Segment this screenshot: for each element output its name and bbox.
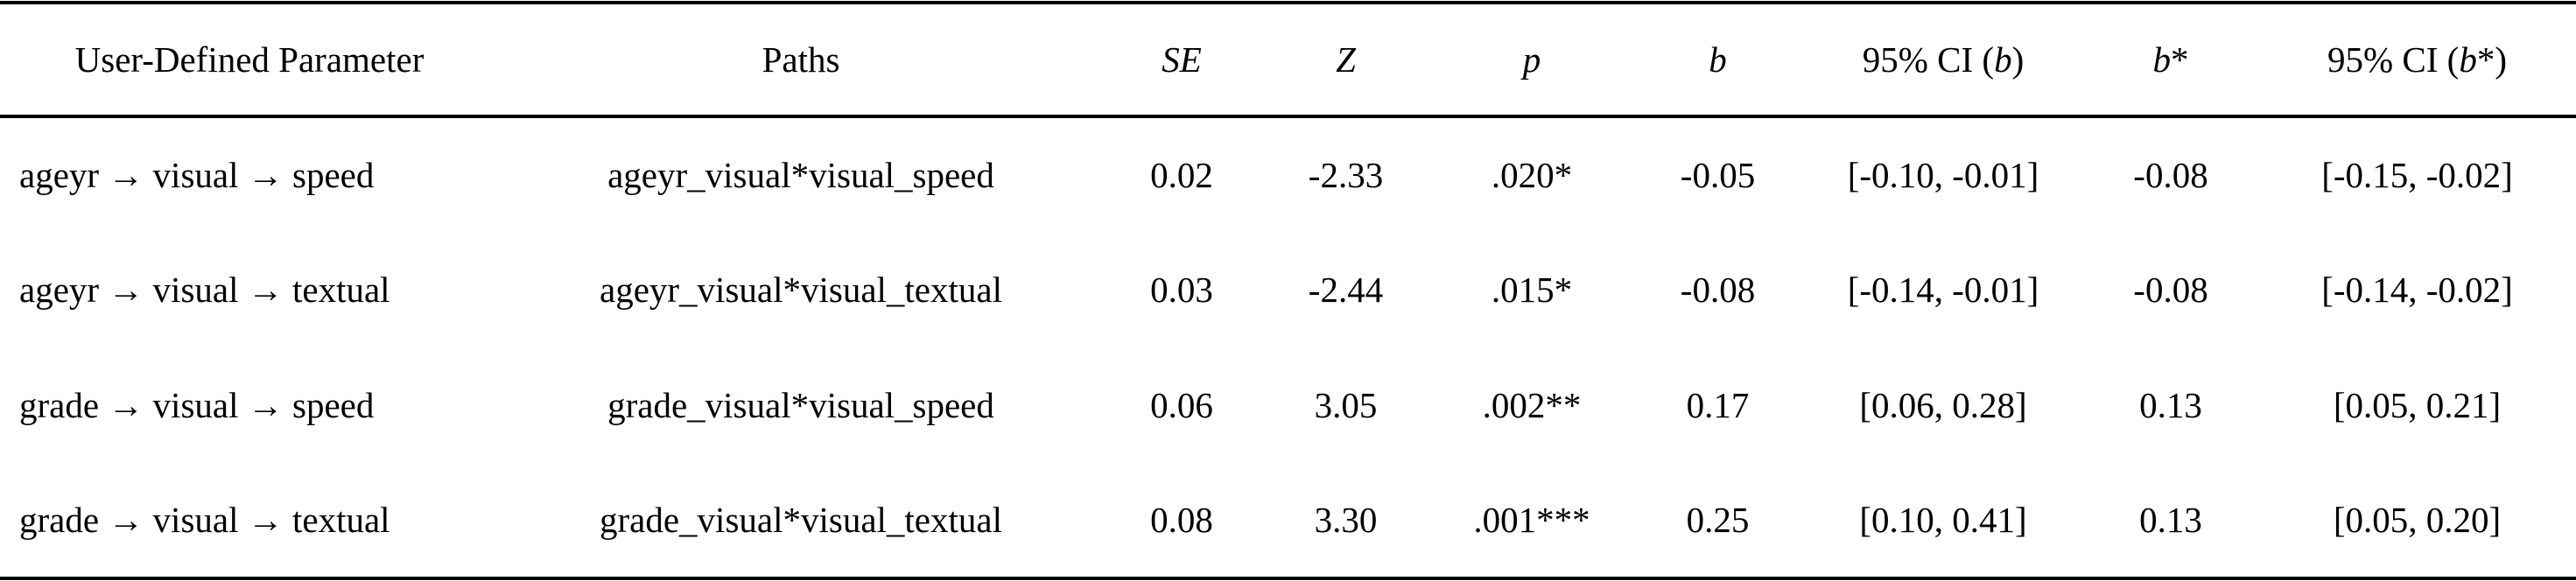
cell-b: 0.17 bbox=[1686, 385, 1750, 425]
cell-se: 0.03 bbox=[1150, 270, 1213, 310]
cell-param: ageyr → visual → speed bbox=[19, 155, 375, 195]
cell-bstar: 0.13 bbox=[2139, 385, 2202, 425]
cell-z: 3.05 bbox=[1314, 385, 1378, 425]
cell-p: .015* bbox=[1491, 270, 1573, 310]
cell-z: 3.30 bbox=[1314, 500, 1378, 540]
cell-bstar: 0.13 bbox=[2139, 500, 2202, 540]
header-param: User-Defined Parameter bbox=[74, 39, 425, 80]
cell-b: 0.25 bbox=[1686, 500, 1750, 540]
cell-se: 0.08 bbox=[1150, 500, 1213, 540]
header-z: Z bbox=[1336, 39, 1356, 80]
cell-p: .002** bbox=[1482, 385, 1582, 425]
cell-z: -2.33 bbox=[1308, 155, 1384, 195]
cell-param: grade → visual → speed bbox=[19, 385, 375, 425]
table-row: grade → visual → speed grade_visual*visua… bbox=[0, 347, 2576, 463]
header-se: SE bbox=[1162, 39, 1202, 80]
cell-ci-b: [0.06, 0.28] bbox=[1859, 385, 2027, 425]
cell-ci-bstar: [-0.15, -0.02] bbox=[2321, 155, 2513, 195]
header-bstar: b* bbox=[2152, 39, 2189, 80]
header-b: b bbox=[1709, 39, 1727, 80]
cell-param: grade → visual → textual bbox=[19, 500, 390, 540]
header-ci-bstar: 95% CI (b*) bbox=[2327, 39, 2507, 80]
cell-bstar: -0.08 bbox=[2133, 270, 2208, 310]
cell-ci-bstar: [0.05, 0.20] bbox=[2333, 500, 2502, 540]
table-row: grade → visual → textual grade_visual*vis… bbox=[0, 463, 2576, 578]
header-ci-b: 95% CI (b) bbox=[1862, 39, 2025, 80]
header-paths: Paths bbox=[762, 39, 840, 80]
cell-ci-bstar: [0.05, 0.21] bbox=[2333, 385, 2502, 425]
cell-bstar: -0.08 bbox=[2133, 155, 2208, 195]
header-p: p bbox=[1522, 39, 1541, 80]
cell-paths: ageyr_visual*visual_textual bbox=[600, 270, 1002, 310]
table-row: ageyr → visual → textual ageyr_visual*vis… bbox=[0, 232, 2576, 347]
table-row: ageyr → visual → speed ageyr_visual*visua… bbox=[0, 116, 2576, 232]
cell-ci-b: [-0.14, -0.01] bbox=[1847, 270, 2039, 310]
cell-se: 0.06 bbox=[1150, 385, 1213, 425]
cell-p: .020* bbox=[1491, 155, 1573, 195]
cell-ci-b: [-0.10, -0.01] bbox=[1847, 155, 2039, 195]
cell-z: -2.44 bbox=[1308, 270, 1384, 310]
cell-paths: grade_visual*visual_speed bbox=[607, 385, 994, 425]
cell-b: -0.05 bbox=[1680, 155, 1756, 195]
cell-paths: ageyr_visual*visual_speed bbox=[607, 155, 994, 195]
cell-param: ageyr → visual → textual bbox=[19, 270, 390, 310]
cell-p: .001*** bbox=[1473, 500, 1590, 540]
cell-b: -0.08 bbox=[1680, 270, 1756, 310]
cell-ci-bstar: [-0.14, -0.02] bbox=[2321, 270, 2513, 310]
header-row: User-Defined Parameter Paths SE Z p b 95… bbox=[0, 3, 2576, 116]
cell-ci-b: [0.10, 0.41] bbox=[1859, 500, 2027, 540]
cell-se: 0.02 bbox=[1150, 155, 1213, 195]
cell-paths: grade_visual*visual_textual bbox=[600, 500, 1002, 540]
